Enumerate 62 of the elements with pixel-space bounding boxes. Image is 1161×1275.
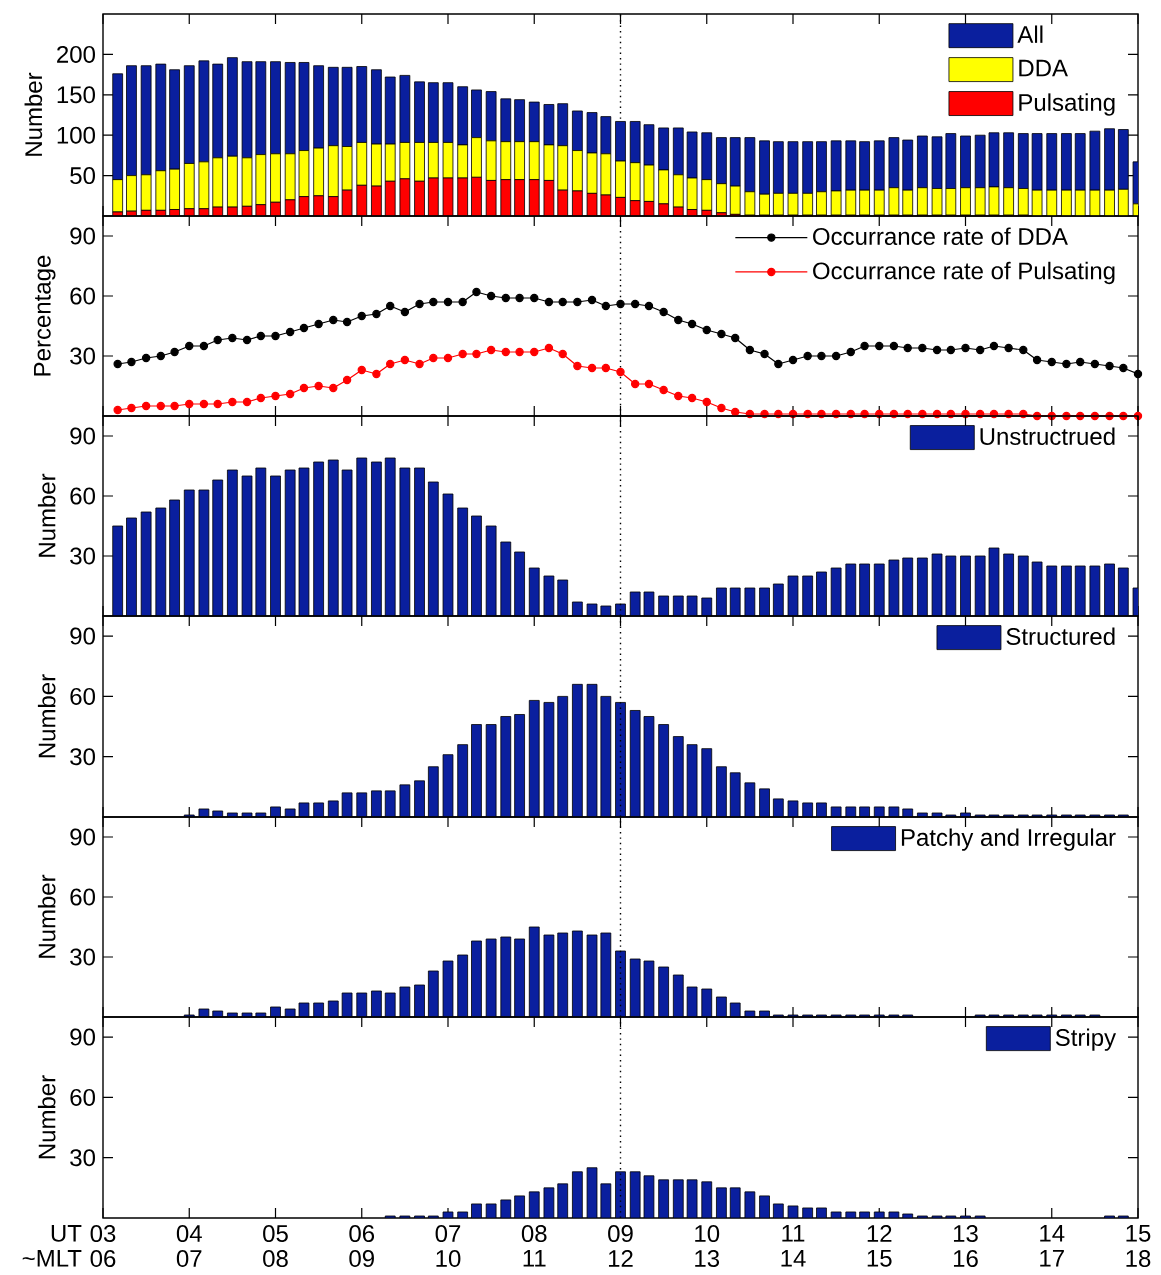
x-tick-label: 13 (953, 1225, 978, 1243)
y-tick-label: 150 (57, 86, 95, 104)
legend-label: Patchy and Irregular (901, 828, 1116, 851)
y-tick-label: 200 (57, 45, 95, 63)
x2-tick-label: 08 (263, 1250, 288, 1268)
y-axis-title: Number (24, 72, 43, 156)
x2-tick-label: 10 (436, 1250, 461, 1268)
x2-tick-label: 07 (176, 1250, 202, 1268)
x-tick-label: 03 (90, 1225, 116, 1243)
x-tick-label: 12 (867, 1225, 892, 1242)
x2-tick-label: 06 (90, 1250, 116, 1268)
x2-tick-label: 15 (867, 1250, 892, 1267)
y-tick-label: 90 (70, 227, 95, 245)
y-tick-label: 60 (70, 888, 95, 906)
y-tick-label: 30 (70, 347, 95, 365)
x-tick-label: 10 (695, 1225, 720, 1243)
x-tick-label: 07 (435, 1225, 461, 1243)
y-tick-label: 60 (70, 487, 95, 505)
x-tick-label: 08 (521, 1225, 547, 1243)
x2-tick-label: 17 (1040, 1250, 1064, 1267)
x-tick-label: 05 (263, 1225, 288, 1243)
y-tick-label: 60 (70, 287, 95, 305)
y-tick-label: 90 (70, 627, 95, 645)
x2-axis-title: ~MLT (22, 1250, 82, 1267)
y-tick-label: 60 (70, 687, 95, 705)
y-axis-title: Number (37, 1075, 56, 1159)
y-tick-label: 30 (70, 547, 95, 565)
legend-label: Occurrance rate of Pulsating (813, 261, 1115, 285)
y-tick-label: 50 (70, 167, 95, 185)
y-tick-label: 90 (70, 427, 95, 445)
x-tick-label: 15 (1126, 1225, 1151, 1242)
x2-tick-label: 09 (349, 1250, 374, 1268)
y-tick-label: 30 (70, 1149, 95, 1167)
x2-tick-label: 11 (523, 1250, 546, 1267)
legend-label: Unstructrued (980, 427, 1115, 445)
y-tick-label: 60 (70, 1088, 95, 1106)
x2-tick-label: 12 (608, 1250, 633, 1267)
x2-tick-label: 18 (1126, 1250, 1151, 1268)
x-tick-label: 04 (176, 1225, 202, 1243)
legend-label: All (1017, 25, 1043, 43)
legend-label: Structured (1006, 627, 1115, 646)
x-axis-title: UT (51, 1225, 82, 1242)
y-axis-title: Number (37, 874, 56, 958)
x2-tick-label: 14 (781, 1250, 806, 1267)
legend-label: Pulsating (1019, 93, 1115, 116)
legend-label: Occurrance rate of DDA (813, 227, 1068, 245)
x-tick-label: 14 (1040, 1225, 1065, 1242)
legend-label: Stripy (1055, 1028, 1117, 1051)
y-axis-title: Percentage (34, 255, 56, 376)
x2-tick-label: 16 (953, 1250, 978, 1268)
x-tick-label: 06 (349, 1225, 375, 1243)
x-tick-label: 09 (608, 1225, 633, 1243)
y-axis-title: Number (37, 674, 56, 758)
y-tick-label: 100 (57, 126, 95, 144)
x2-tick-label: 13 (695, 1250, 720, 1268)
y-axis-title: Number (37, 473, 56, 557)
y-tick-label: 90 (70, 1028, 95, 1046)
x-tick-label: 11 (782, 1225, 805, 1242)
legend-label: DDA (1019, 59, 1068, 77)
y-tick-label: 90 (70, 828, 95, 846)
y-tick-label: 30 (70, 948, 95, 966)
y-tick-label: 30 (70, 748, 95, 766)
